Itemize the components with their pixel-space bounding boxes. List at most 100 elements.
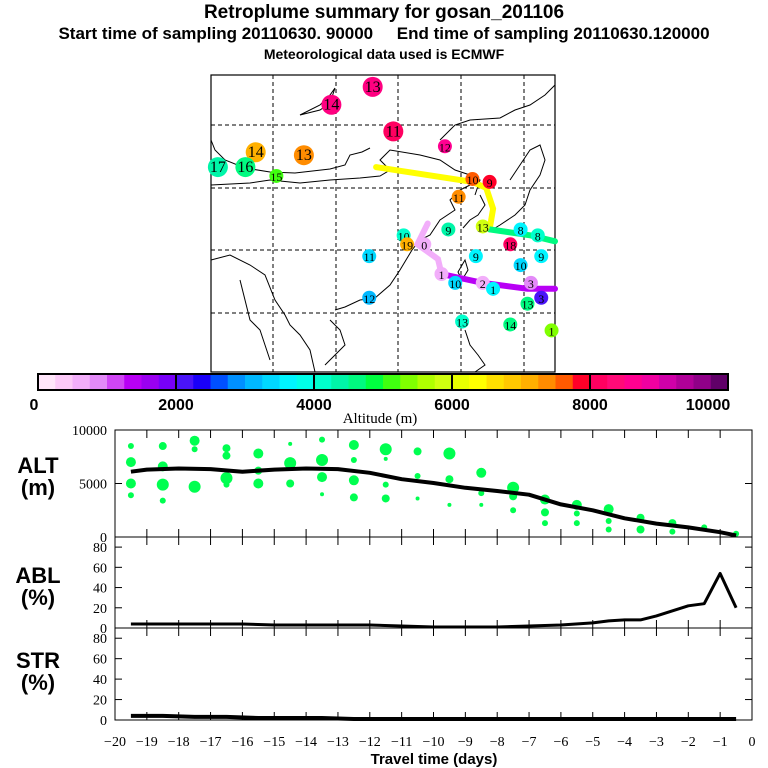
myanmar-border: [239, 279, 271, 361]
altitude-scatter-point: [125, 478, 136, 489]
trajectory-point-marker: [245, 142, 266, 163]
y-tick-label: 5000: [79, 478, 107, 493]
alt-label-line2: (m): [20, 475, 56, 500]
altitude-scatter-point: [223, 481, 230, 488]
trajectory-point-label: 10: [449, 277, 461, 291]
str-label-line2: (%): [20, 670, 56, 695]
trajectory-point-marker: [362, 290, 377, 305]
y-tick-label: 20: [93, 602, 107, 617]
trajectory-point-label: 15: [270, 170, 282, 184]
trajectory-track: [413, 220, 445, 277]
abl-panel-label: ABL (%): [8, 565, 68, 609]
altitude-scatter-point: [284, 457, 297, 470]
y-tick-label: 80: [93, 541, 107, 556]
trajectory-point-marker: [486, 281, 501, 296]
trajectory-point-marker: [534, 290, 549, 305]
altitude-scatter-point: [573, 510, 580, 517]
x-tick-label: −2: [681, 735, 696, 750]
colorbar-swatch: [262, 374, 280, 390]
coastlines: [210, 84, 556, 373]
trajectory-point-label: 3: [538, 292, 544, 306]
colorbar-label: Altitude (m): [343, 411, 418, 427]
colorbar-swatch: [538, 374, 556, 390]
x-tick-label: −13: [327, 735, 349, 750]
colorbar-tick-label: 8000: [572, 397, 608, 414]
altitude-scatter-point: [127, 492, 134, 499]
colorbar-tick-label: 10000: [686, 397, 731, 414]
x-axis: −20 −19 −18 −17 −16 −15 −14 −13 −12 −11 −10 −9 −8 −7−…: [104, 735, 755, 750]
altitude-scatter-point: [320, 492, 325, 497]
vietnam-coast: [324, 319, 346, 366]
trajectory-point-label: 14: [323, 97, 339, 114]
x-tick-label: −18: [168, 735, 190, 750]
trajectory-point-marker: [475, 275, 490, 290]
altitude-scatter-point: [222, 451, 231, 460]
x-tick-label: −1: [713, 735, 728, 750]
altitude-scatter-point: [191, 446, 198, 453]
colorbar-swatch: [590, 374, 608, 390]
trajectory-point-label: 9: [487, 176, 493, 190]
x-tick-label: −5: [585, 735, 600, 750]
colorbar-swatch: [38, 374, 56, 390]
colorbar-swatch: [676, 374, 694, 390]
altitude-scatter-point: [127, 443, 134, 450]
trajectory-point-label: 19: [401, 238, 413, 252]
x-tick-label: −7: [522, 735, 537, 750]
alt-panel: 10000 5000 0: [72, 424, 753, 546]
altitude-scatter-point: [379, 443, 392, 456]
altitude-scatter-point: [125, 457, 136, 468]
trajectory-point-marker: [465, 171, 480, 186]
colorbar-swatch: [624, 374, 643, 390]
colorbar-swatch: [245, 374, 263, 390]
panel-frame: [114, 627, 753, 721]
trajectory-point-marker: [455, 314, 470, 329]
str-panel: 0 20 40 60 80: [93, 627, 753, 729]
colorbar-swatch: [693, 374, 712, 390]
trajectory-point-label: 12: [439, 140, 451, 154]
trajectory-point-marker: [523, 275, 538, 290]
altitude-scatter-point: [510, 507, 517, 514]
coast-north: [210, 149, 481, 196]
x-tick-label: −15: [263, 735, 285, 750]
altitude-scatter-point: [350, 456, 357, 463]
colorbar-swatch: [365, 374, 384, 390]
colorbar-swatch: [193, 374, 211, 390]
colorbar-swatch: [141, 374, 160, 390]
altitude-scatter-point: [158, 442, 167, 451]
series-line: [130, 713, 737, 721]
colorbar-swatch: [55, 374, 73, 390]
trajectory-point-label: 17: [210, 159, 226, 176]
x-tick-label: −14: [295, 735, 317, 750]
colorbar-swatch: [279, 374, 298, 390]
trajectory-point-marker: [207, 157, 228, 178]
trajectory-point-label: 13: [477, 220, 489, 234]
altitude-scatter-point: [159, 497, 166, 504]
trajectory-point-marker: [293, 145, 314, 166]
colorbar-tick-label: 6000: [434, 397, 470, 414]
abl-label-line1: ABL: [15, 563, 61, 588]
trajectory-point-label: 11: [363, 250, 375, 264]
trajectory-point-marker: [544, 323, 559, 338]
x-tick-label: −11: [391, 735, 412, 750]
altitude-scatter-point: [381, 494, 390, 503]
colorbar-swatch: [296, 374, 315, 390]
y-tick-label: 60: [93, 653, 107, 668]
colorbar-swatch: [72, 374, 91, 390]
altitude-scatter-point: [383, 456, 388, 461]
trajectory-point-label: 13: [456, 316, 468, 330]
trajectory-point-label: 12: [363, 292, 375, 306]
abl-panel: 0 20 40 60 80: [93, 536, 753, 637]
x-tick-label: −19: [136, 735, 158, 750]
trajectory-point-marker: [451, 189, 466, 204]
x-tick-label: 0: [749, 735, 756, 750]
mongolia-border: [210, 139, 371, 174]
alt-label-line1: ALT: [17, 453, 59, 478]
colorbar-swatch: [176, 374, 194, 390]
indochina-coast: [210, 254, 316, 373]
trajectory-point-marker: [503, 317, 518, 332]
trajectory-point-marker: [513, 222, 528, 237]
trajectory-point-marker: [235, 157, 256, 178]
trajectory-point-marker: [437, 139, 452, 154]
trajectory-point-label: 10: [515, 259, 527, 273]
